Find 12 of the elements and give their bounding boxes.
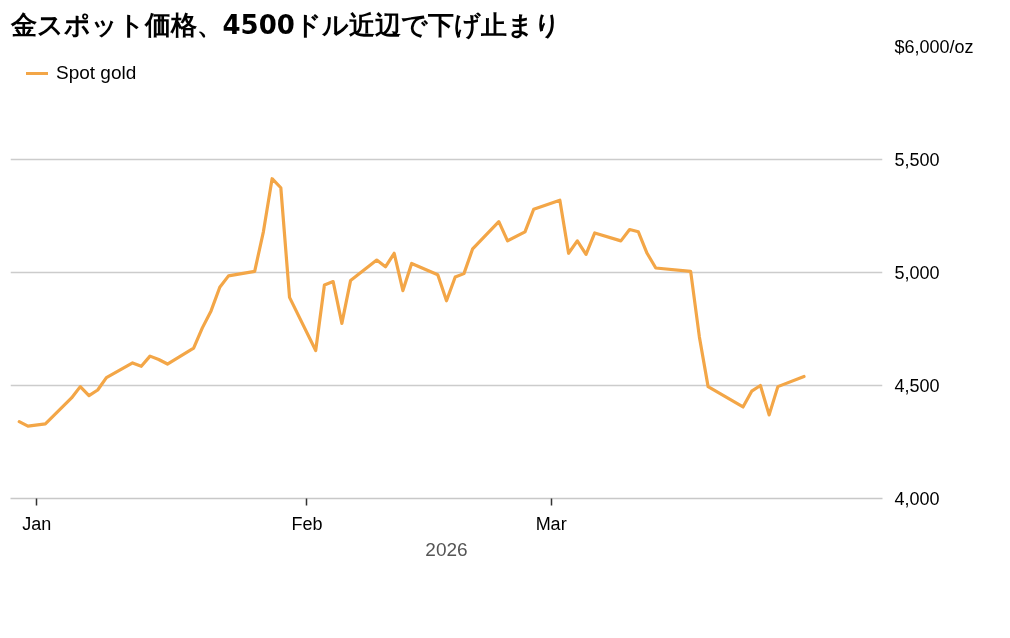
line-series — [17, 177, 806, 428]
y-tick-label: 4,500 — [894, 375, 940, 396]
y-tick-label: 5,500 — [894, 149, 940, 170]
x-tick-label: Jan — [22, 513, 52, 534]
y-tick-label: 5,000 — [894, 262, 940, 283]
x-axis-title: 2026 — [425, 538, 468, 560]
chart-title: 金スポット価格、4500ドル近辺で下げ止まり — [9, 9, 561, 40]
x-tick-label: Feb — [291, 513, 323, 534]
legend-label: Spot gold — [56, 62, 137, 84]
x-tick-label: Mar — [535, 513, 567, 534]
y-tick-label: $6,000/oz — [894, 36, 974, 57]
y-tick-label: 4,000 — [894, 488, 940, 509]
